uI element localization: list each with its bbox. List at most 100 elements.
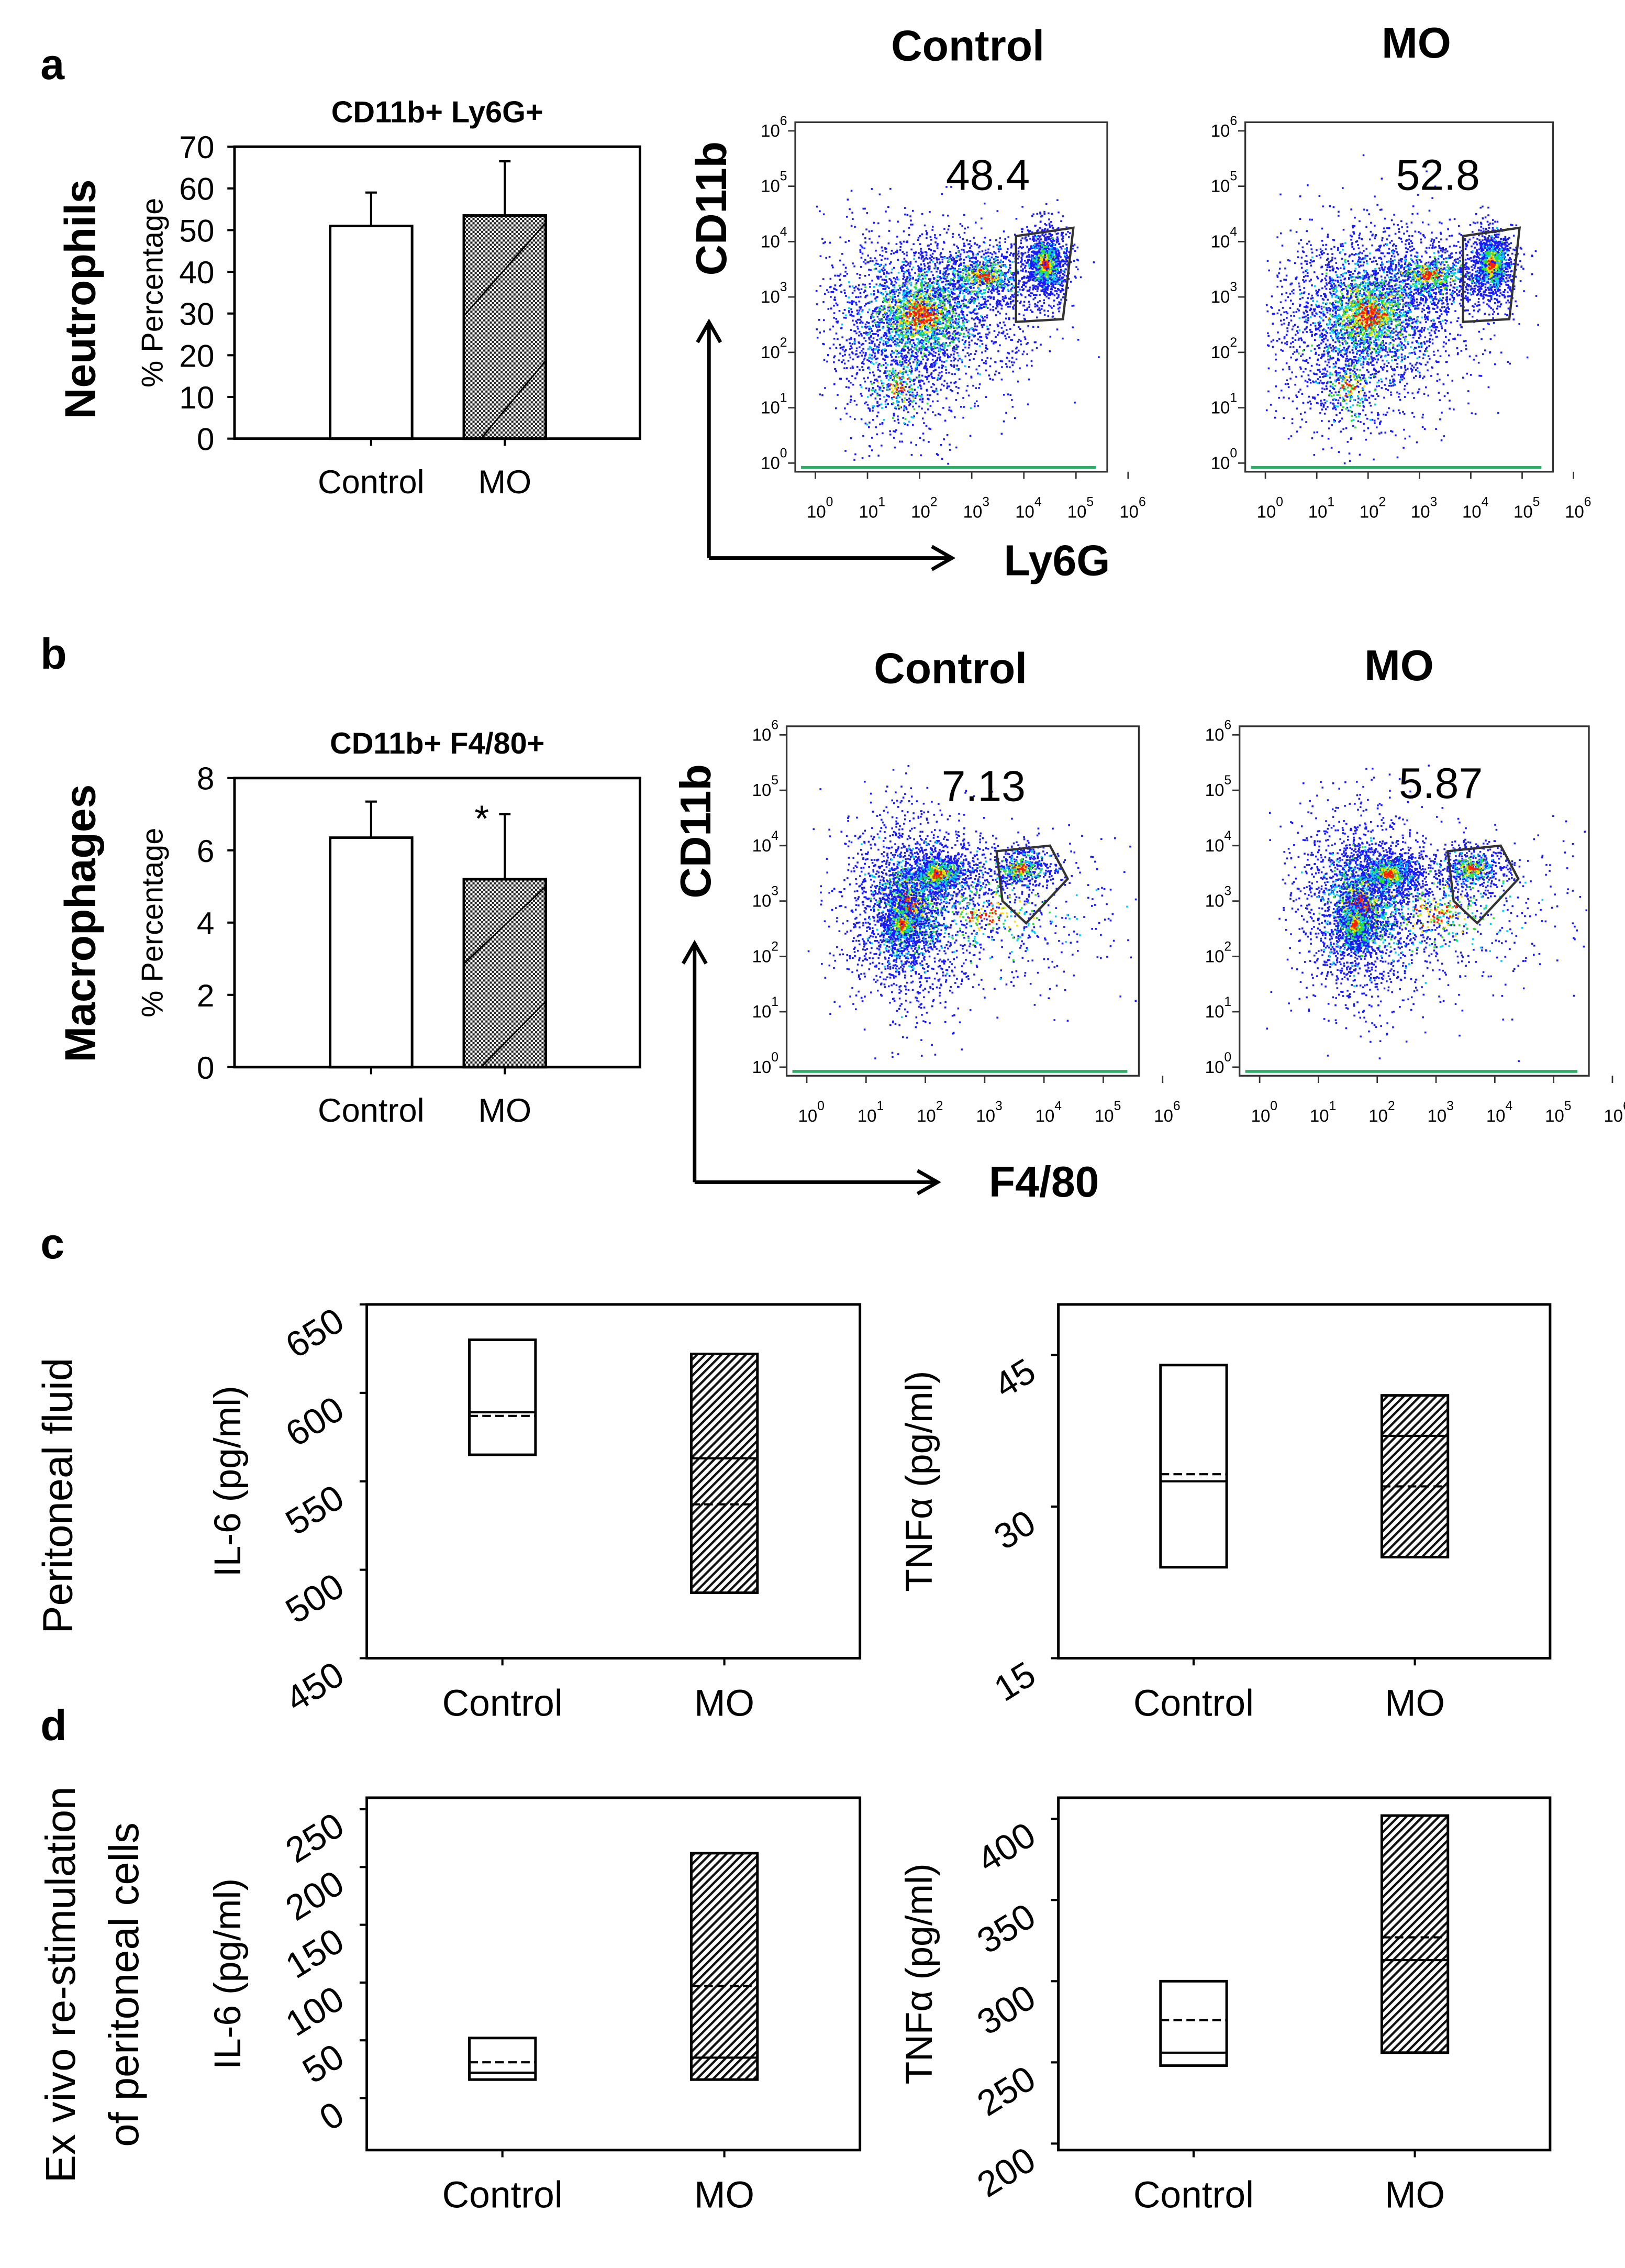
event-dot <box>964 336 966 338</box>
event-dot <box>1020 340 1022 342</box>
event-dot <box>905 305 907 307</box>
event-dot <box>866 424 869 426</box>
b_bar-chart: CD11b+ F4/80+% Percentage02468Control MO* <box>136 727 640 1129</box>
event-dot <box>891 345 893 347</box>
event-dot <box>917 329 919 331</box>
event-dot <box>1052 227 1054 229</box>
event-dot <box>1070 281 1072 283</box>
event-dot <box>862 247 864 249</box>
event-dot <box>1057 267 1059 269</box>
event-dot <box>963 343 965 345</box>
event-dot <box>907 424 909 426</box>
event-dot <box>973 330 975 332</box>
event-dot <box>892 331 894 333</box>
event-dot <box>968 347 970 349</box>
event-dot <box>897 392 899 394</box>
event-dot <box>887 318 889 320</box>
event-dot <box>891 350 893 352</box>
event-dot <box>844 241 847 244</box>
event-dot <box>1009 367 1011 369</box>
event-dot <box>934 352 937 354</box>
event-dot <box>945 270 948 272</box>
event-dot <box>1056 238 1058 240</box>
event-dot <box>953 346 955 348</box>
event-dot <box>924 275 926 277</box>
event-dot <box>914 359 916 361</box>
event-dot <box>1043 293 1045 295</box>
row-label-ex-vivo-2: of peritoneal cells <box>101 1822 147 2147</box>
event-dot <box>954 327 956 329</box>
event-dot <box>1043 309 1045 312</box>
event-dot <box>1017 381 1019 383</box>
event-dot <box>922 322 925 324</box>
event-dot <box>940 327 942 329</box>
event-dot <box>949 406 951 408</box>
event-dot <box>877 278 879 280</box>
event-dot <box>935 313 937 315</box>
event-dot <box>845 295 847 297</box>
event-dot <box>891 328 893 330</box>
event-dot <box>1018 247 1020 249</box>
event-dot <box>895 282 897 284</box>
event-dot <box>899 377 901 379</box>
event-dot <box>967 320 970 322</box>
event-dot <box>1032 257 1034 259</box>
event-dot <box>878 325 881 327</box>
event-dot <box>954 416 956 418</box>
event-dot <box>878 386 881 389</box>
event-dot <box>921 286 923 289</box>
event-dot <box>950 382 952 384</box>
event-dot <box>936 453 938 455</box>
event-dot <box>867 333 870 335</box>
event-dot <box>922 433 925 435</box>
event-dot <box>968 355 970 357</box>
event-dot <box>912 417 915 419</box>
event-dot <box>910 282 912 284</box>
event-dot <box>845 349 847 351</box>
event-dot <box>989 378 992 380</box>
event-dot <box>1056 236 1059 238</box>
event-dot <box>849 342 851 345</box>
event-dot <box>894 420 896 422</box>
event-dot <box>949 356 951 358</box>
event-dot <box>841 327 843 329</box>
event-dot <box>921 289 923 291</box>
event-dot <box>903 309 905 312</box>
event-dot <box>844 309 846 311</box>
event-dot <box>989 366 992 368</box>
event-dot <box>1043 235 1045 237</box>
event-dot <box>945 372 948 374</box>
event-dot <box>823 213 825 215</box>
event-dot <box>1007 333 1009 335</box>
event-dot <box>954 309 956 312</box>
event-dot <box>862 457 864 459</box>
event-dot <box>959 340 961 342</box>
event-dot <box>983 298 985 300</box>
event-dot <box>906 359 908 361</box>
event-dot <box>882 385 884 387</box>
event-dot <box>930 244 932 246</box>
event-dot <box>966 385 969 387</box>
event-dot <box>884 370 886 372</box>
event-dot <box>968 366 970 368</box>
event-dot <box>956 337 958 339</box>
event-dot <box>859 306 861 308</box>
x-tick-label: MO <box>478 1092 531 1129</box>
event-dot <box>844 450 847 452</box>
event-dot <box>946 388 948 390</box>
event-dot <box>1058 258 1060 260</box>
event-dot <box>916 363 918 366</box>
event-dot <box>887 338 889 340</box>
event-dot <box>1045 288 1047 290</box>
event-dot <box>893 413 895 415</box>
event-dot <box>976 305 978 307</box>
event-dot <box>1032 298 1034 301</box>
event-dot <box>909 263 911 265</box>
event-dot <box>893 267 895 269</box>
event-dot <box>891 360 893 362</box>
event-dot <box>954 268 956 270</box>
event-dot <box>864 284 866 286</box>
event-dot <box>930 386 932 388</box>
event-dot <box>1047 283 1049 285</box>
event-dot <box>1047 271 1049 273</box>
